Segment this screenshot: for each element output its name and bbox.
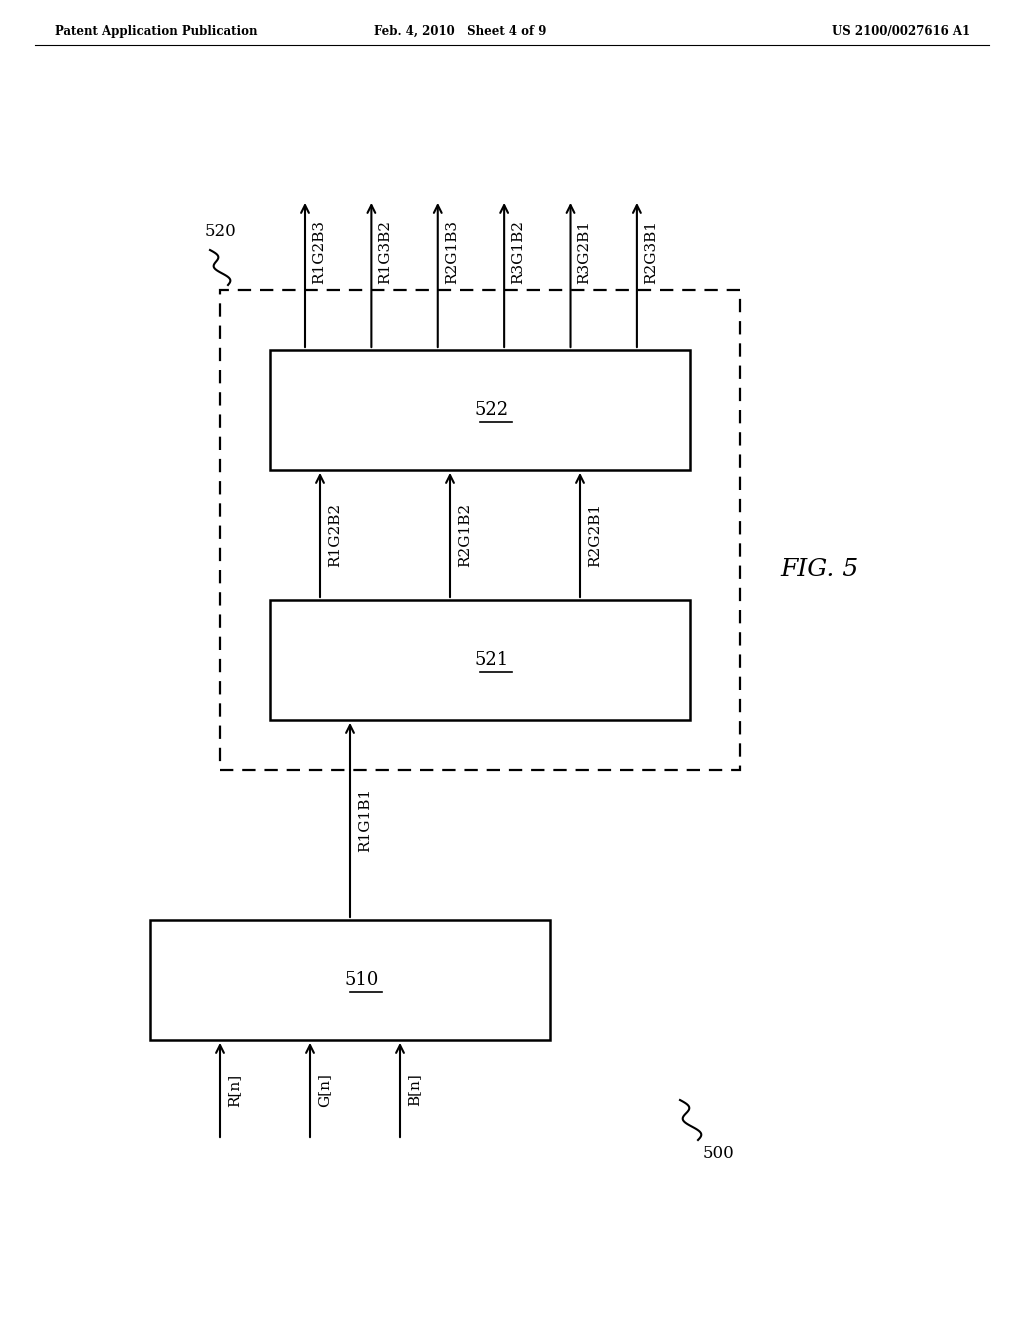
Text: R2G3B1: R2G3B1 — [644, 220, 657, 285]
Bar — [150, 920, 550, 1040]
Text: 500: 500 — [703, 1144, 735, 1162]
Text: Feb. 4, 2010   Sheet 4 of 9: Feb. 4, 2010 Sheet 4 of 9 — [374, 25, 546, 38]
Text: 521: 521 — [475, 651, 509, 669]
Text: R2G2B1: R2G2B1 — [588, 503, 602, 568]
Text: R1G2B2: R1G2B2 — [328, 503, 342, 568]
Text: R3G1B2: R3G1B2 — [511, 220, 525, 285]
Bar — [270, 601, 690, 719]
Text: Patent Application Publication: Patent Application Publication — [55, 25, 257, 38]
Text: 520: 520 — [205, 223, 237, 240]
Text: R2G1B3: R2G1B3 — [444, 220, 459, 285]
Text: R1G1B1: R1G1B1 — [358, 788, 372, 853]
Bar — [270, 350, 690, 470]
Text: R3G2B1: R3G2B1 — [578, 220, 592, 285]
Text: FIG. 5: FIG. 5 — [781, 558, 859, 582]
Text: B[n]: B[n] — [407, 1073, 421, 1106]
Text: US 2100/0027616 A1: US 2100/0027616 A1 — [831, 25, 970, 38]
Bar — [220, 290, 740, 770]
Text: R[n]: R[n] — [227, 1073, 241, 1106]
Text: G[n]: G[n] — [317, 1073, 331, 1107]
Text: R1G2B3: R1G2B3 — [312, 220, 326, 285]
Text: 510: 510 — [345, 972, 379, 989]
Text: 522: 522 — [475, 401, 509, 418]
Text: R2G1B2: R2G1B2 — [458, 503, 472, 568]
Text: R1G3B2: R1G3B2 — [379, 220, 392, 285]
